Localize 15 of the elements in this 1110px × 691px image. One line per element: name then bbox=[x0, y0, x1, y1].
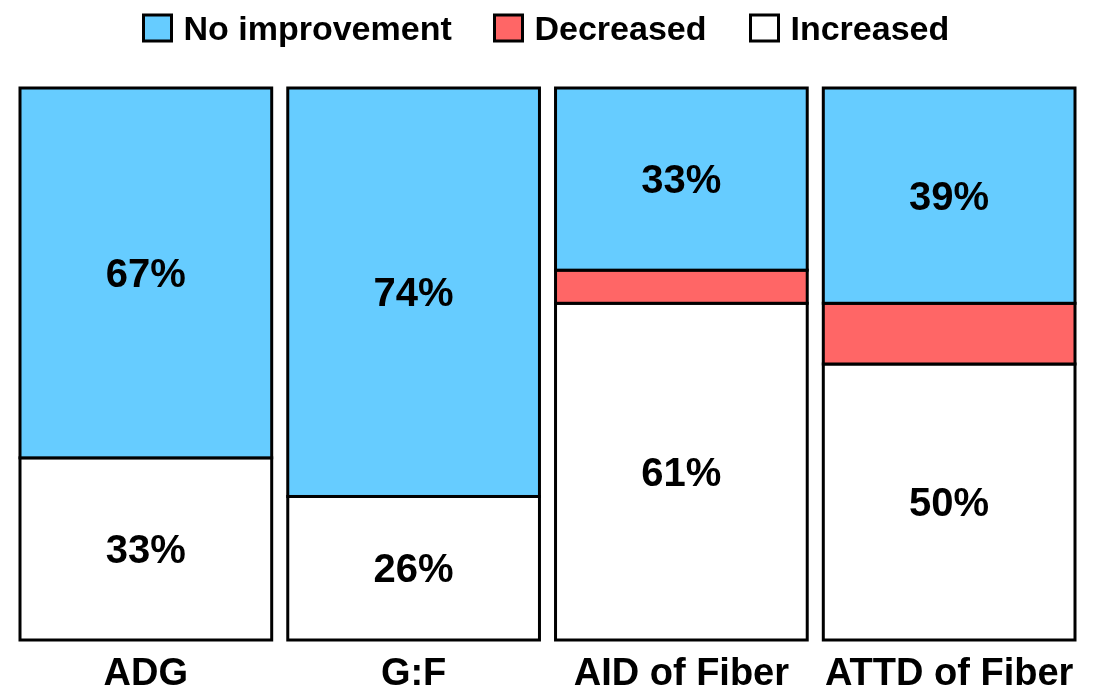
data-label: 74% bbox=[373, 270, 454, 315]
x-tick-label: ATTD of Fiber bbox=[824, 651, 1074, 691]
data-label: 33% bbox=[641, 157, 722, 202]
x-tick-label: ADG bbox=[103, 651, 189, 691]
data-label: 67% bbox=[105, 250, 186, 295]
data-label: 61% bbox=[641, 449, 722, 494]
legend-label: No improvement bbox=[183, 9, 452, 47]
data-label: 50% bbox=[909, 480, 990, 524]
legend-label: Increased bbox=[790, 9, 950, 47]
legend-label: Decreased bbox=[534, 9, 707, 47]
data-label: 26% bbox=[373, 546, 454, 591]
data-label: 33% bbox=[105, 526, 186, 571]
x-tick-label: AID of Fiber bbox=[573, 651, 790, 691]
x-tick-label: G:F bbox=[380, 651, 447, 691]
data-label: 39% bbox=[909, 173, 990, 218]
